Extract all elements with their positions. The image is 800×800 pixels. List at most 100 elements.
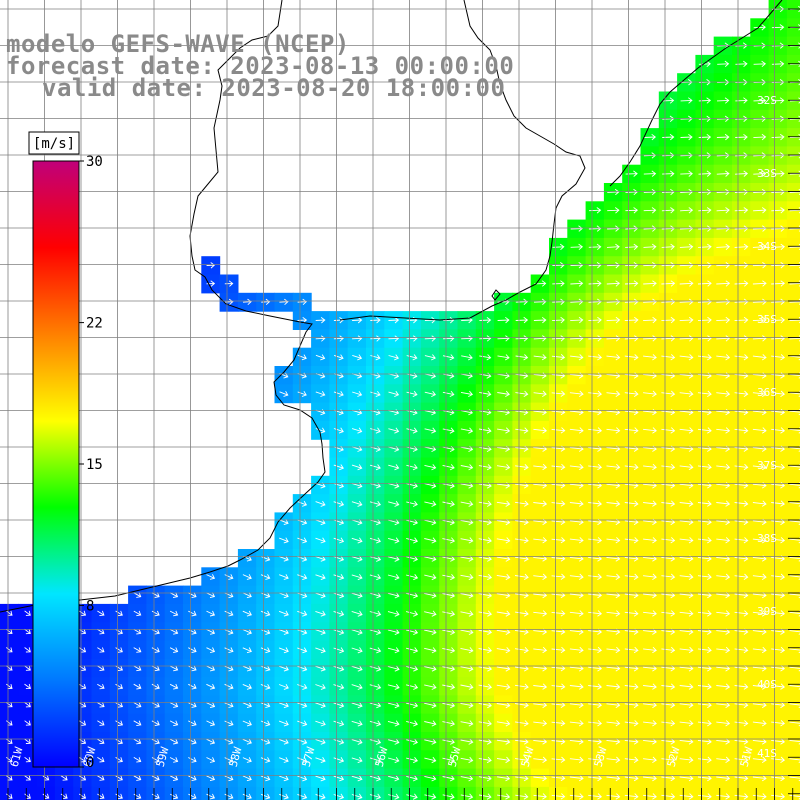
wind-arrow bbox=[679, 280, 694, 287]
wind-arrow bbox=[588, 335, 602, 342]
wind-arrow bbox=[643, 774, 657, 782]
wind-arrow bbox=[24, 683, 31, 690]
wind-arrow bbox=[297, 592, 308, 599]
wind-arrow bbox=[242, 555, 252, 562]
lon-label: 60W bbox=[81, 745, 99, 768]
colorbar-tick-label: 22 bbox=[86, 316, 103, 332]
wind-arrow bbox=[752, 427, 767, 434]
wind-arrow bbox=[679, 701, 694, 709]
wind-arrow bbox=[279, 555, 289, 562]
wind-arrow bbox=[333, 793, 345, 800]
wind-arrow bbox=[369, 738, 382, 745]
wind-arrow bbox=[661, 774, 676, 782]
wind-arrow bbox=[698, 97, 712, 104]
forecast-date: forecast date: 2023-08-13 00:00:00 bbox=[6, 52, 515, 80]
wind-arrow bbox=[405, 610, 419, 617]
wind-speed-cell bbox=[786, 603, 800, 623]
wind-arrow bbox=[662, 170, 675, 177]
wind-arrow bbox=[606, 298, 621, 305]
wind-arrow bbox=[716, 646, 731, 654]
wind-arrow bbox=[297, 775, 308, 782]
wind-arrow bbox=[735, 97, 748, 104]
wind-arrow bbox=[387, 537, 400, 544]
wind-arrow bbox=[496, 683, 511, 690]
wind-arrow bbox=[515, 738, 529, 745]
wind-arrow bbox=[661, 573, 676, 580]
wind-arrow bbox=[460, 610, 474, 617]
wind-arrow bbox=[716, 170, 730, 177]
wind-arrow bbox=[278, 702, 289, 709]
wind-arrow bbox=[496, 628, 511, 635]
wind-arrow bbox=[771, 701, 786, 709]
wind-arrow bbox=[735, 133, 748, 141]
wind-arrow bbox=[606, 610, 621, 617]
wind-arrow bbox=[514, 592, 529, 599]
wind-arrow bbox=[661, 646, 676, 654]
wind-arrow bbox=[6, 756, 13, 763]
wind-arrow bbox=[479, 390, 492, 397]
wind-arrow bbox=[369, 592, 382, 599]
wind-arrow bbox=[387, 647, 400, 654]
wind-arrow bbox=[771, 738, 786, 745]
wind-arrow bbox=[351, 537, 363, 544]
wind-arrow bbox=[643, 427, 657, 434]
wind-arrow bbox=[297, 628, 308, 635]
wind-arrow bbox=[679, 774, 694, 782]
wind-arrow bbox=[333, 628, 345, 636]
coastline-path bbox=[491, 289, 501, 301]
wind-arrow bbox=[533, 354, 547, 361]
lat-label: 33S bbox=[757, 167, 777, 180]
wind-arrow bbox=[661, 756, 676, 763]
wind-arrow bbox=[716, 390, 731, 397]
wind-arrow bbox=[789, 445, 800, 452]
wind-arrow bbox=[789, 463, 800, 471]
wind-arrow bbox=[789, 408, 800, 416]
wind-arrow bbox=[515, 463, 529, 471]
wind-arrow bbox=[789, 500, 800, 507]
wind-arrow bbox=[169, 629, 179, 635]
wind-arrow bbox=[569, 646, 584, 654]
wind-arrow bbox=[514, 628, 529, 635]
wind-arrow bbox=[624, 316, 639, 324]
lon-label: 61W bbox=[8, 745, 26, 768]
wind-arrow bbox=[369, 702, 382, 709]
wind-arrow bbox=[188, 793, 197, 800]
wind-arrow bbox=[551, 701, 566, 708]
wind-arrow bbox=[789, 591, 800, 599]
wind-arrow bbox=[297, 317, 308, 324]
wind-arrow bbox=[697, 756, 712, 763]
wind-arrow bbox=[351, 793, 363, 800]
wind-speed-cell bbox=[384, 786, 404, 800]
wind-arrow bbox=[351, 592, 363, 599]
wind-arrow bbox=[679, 573, 694, 580]
wind-arrow bbox=[188, 738, 197, 745]
wind-arrow bbox=[661, 354, 676, 361]
wind-arrow bbox=[351, 628, 363, 636]
wind-arrow bbox=[405, 647, 419, 654]
wind-arrow bbox=[443, 317, 455, 324]
wind-arrow bbox=[771, 390, 786, 397]
wind-arrow bbox=[133, 610, 142, 617]
wind-arrow bbox=[752, 774, 767, 782]
wind-arrow bbox=[569, 701, 584, 709]
wind-arrow bbox=[188, 702, 197, 708]
wind-arrow bbox=[551, 537, 566, 544]
wind-arrow bbox=[115, 702, 124, 708]
wind-arrow bbox=[388, 354, 399, 361]
wind-arrow bbox=[771, 774, 786, 782]
wind-arrow bbox=[606, 500, 621, 507]
wind-arrow bbox=[551, 500, 566, 507]
wind-arrow bbox=[679, 756, 694, 763]
wind-arrow bbox=[679, 683, 694, 690]
wind-arrow bbox=[752, 335, 767, 342]
wind-arrow bbox=[606, 243, 620, 251]
wind-arrow bbox=[206, 665, 216, 672]
wind-arrow bbox=[369, 665, 382, 672]
wind-arrow bbox=[496, 500, 511, 507]
wind-arrow bbox=[734, 500, 749, 507]
wind-arrow bbox=[78, 628, 87, 635]
wind-arrow bbox=[224, 280, 234, 287]
wind-arrow bbox=[496, 701, 511, 709]
wind-arrow bbox=[478, 702, 492, 709]
wind-arrow bbox=[716, 427, 731, 434]
